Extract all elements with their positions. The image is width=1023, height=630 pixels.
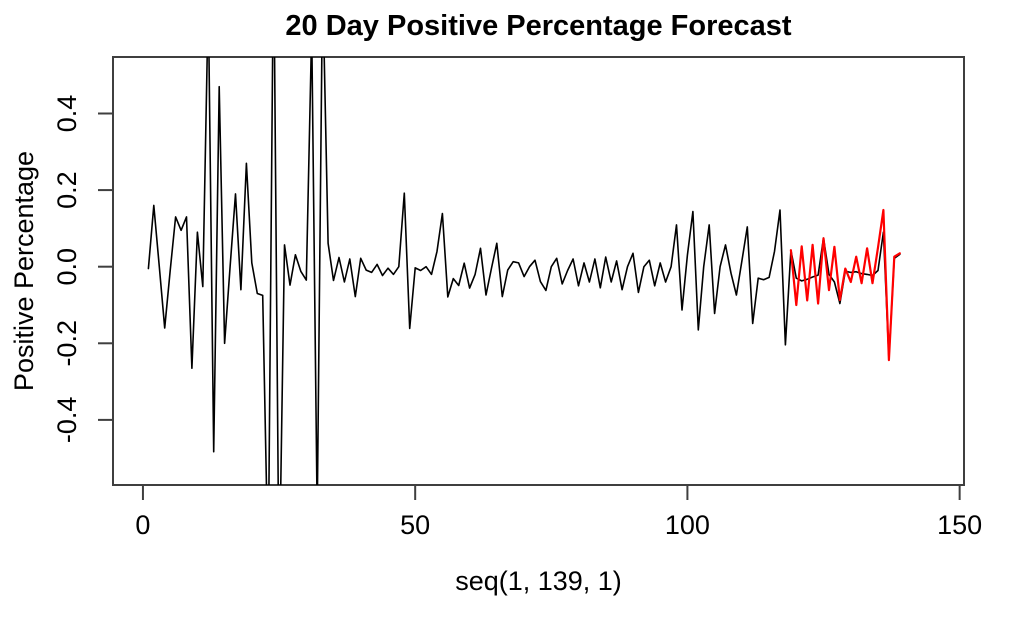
y-tick-label: -0.4: [52, 397, 82, 444]
y-tick-label: -0.2: [52, 320, 82, 367]
x-tick-label: 150: [937, 510, 982, 540]
x-tick-label: 100: [665, 510, 710, 540]
forecast-line: [789, 208, 901, 362]
series-group: [147, 57, 901, 485]
y-tick-label: 0.2: [52, 171, 82, 209]
x-axis-label: seq(1, 139, 1): [455, 566, 622, 596]
chart-title: 20 Day Positive Percentage Forecast: [285, 10, 792, 42]
actual-line: [147, 57, 901, 485]
plot-box: [112, 56, 965, 486]
y-tick-label: 0.0: [52, 248, 82, 286]
y-axis-label: Positive Percentage: [9, 150, 40, 392]
x-tick-label: 50: [400, 510, 430, 540]
y-tick-label: 0.4: [52, 95, 82, 133]
x-tick-label: 0: [135, 510, 150, 540]
